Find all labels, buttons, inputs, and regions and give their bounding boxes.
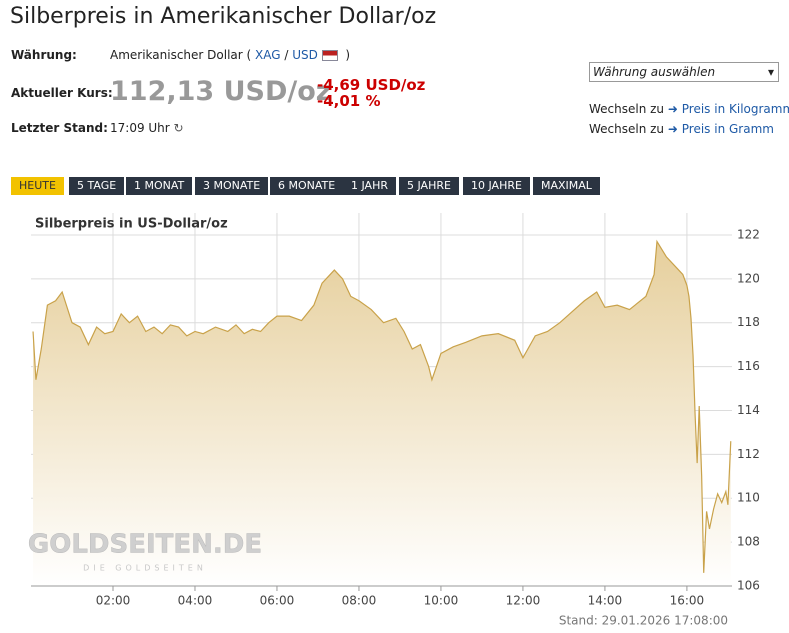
text: Wechseln zu xyxy=(589,122,665,136)
tab[interactable]: 5 JAHRE xyxy=(399,177,459,195)
tab[interactable]: HEUTE xyxy=(11,177,64,195)
arrow: ▾ xyxy=(767,65,774,79)
y-tick-label: 120 xyxy=(737,271,760,285)
link[interactable]: XAG xyxy=(255,48,281,62)
change-pct: -4,01 % xyxy=(317,92,381,110)
text: ) xyxy=(345,48,351,62)
tab[interactable]: 10 JAHRE xyxy=(463,177,530,195)
x-tick-label: 10:00 xyxy=(424,594,459,608)
area xyxy=(33,241,731,586)
label: Währung: xyxy=(11,48,77,62)
y-tick-label: 114 xyxy=(737,403,760,417)
icon: ➜ xyxy=(667,102,678,116)
x-tick-label: 08:00 xyxy=(342,594,377,608)
currency-select[interactable]: Währung auswählen ▾ xyxy=(589,62,779,82)
page-title: Silberpreis in Amerikanischer Dollar/oz xyxy=(10,4,437,29)
text: Wechseln zu xyxy=(589,102,665,116)
currency: Amerikanischer Dollar ( XAG / USD ) xyxy=(110,48,350,62)
watermark-sub: DIE GOLDSEITEN xyxy=(83,564,207,573)
change-abs: -4,69 USD/oz xyxy=(317,76,426,94)
watermark: GOLDSEITEN.DE xyxy=(28,530,262,560)
footer: Stand: 29.01.2026 17:08:00 xyxy=(559,614,728,628)
tab[interactable]: 1 MONAT xyxy=(126,177,193,195)
tab[interactable]: MAXIMAL xyxy=(533,177,600,195)
tab[interactable]: 1 JAHR xyxy=(343,177,396,195)
x-tick-label: 12:00 xyxy=(506,594,541,608)
refresh-icon[interactable]: ↻ xyxy=(173,121,184,135)
x-tick-label: 02:00 xyxy=(96,594,131,608)
switch: Wechseln zu ➜ Preis in Kilogramm xyxy=(589,102,789,116)
text: Amerikanischer Dollar ( xyxy=(110,48,252,62)
text: 17:09 Uhr xyxy=(110,121,170,135)
tab[interactable]: 6 MONATE xyxy=(270,177,344,195)
y-tick-label: 122 xyxy=(737,227,760,241)
y-tick-label: 110 xyxy=(737,491,760,505)
x-tick-label: 04:00 xyxy=(178,594,213,608)
icon: ➜ xyxy=(667,122,678,136)
text: Währung auswählen xyxy=(593,65,716,79)
link[interactable]: Preis in Kilogramm xyxy=(681,102,789,116)
x-tick-label: 16:00 xyxy=(670,594,705,608)
x-tick-label: 14:00 xyxy=(588,594,623,608)
label: Letzter Stand: xyxy=(11,121,108,135)
line xyxy=(32,239,732,573)
y-tick-label: 118 xyxy=(737,315,760,329)
y-tick-label: 106 xyxy=(737,579,760,593)
y-tick-label: 112 xyxy=(737,447,760,461)
link[interactable]: Preis in Gramm xyxy=(681,122,774,136)
tab[interactable]: 3 MONATE xyxy=(195,177,269,195)
tab[interactable]: 5 TAGE xyxy=(69,177,125,195)
x-tick-label: 06:00 xyxy=(260,594,295,608)
label: Aktueller Kurs: xyxy=(11,86,113,100)
time: 17:09 Uhr ↻ xyxy=(110,121,184,135)
rate: 112,13 USD/oz xyxy=(110,76,332,107)
text: / xyxy=(284,48,289,62)
switch: Wechseln zu ➜ Preis in Gramm xyxy=(589,122,774,136)
flag-icon xyxy=(321,50,338,61)
y-tick-label: 116 xyxy=(737,359,760,373)
y-tick-label: 108 xyxy=(737,535,760,549)
chart-title: Silberpreis in US-Dollar/oz xyxy=(35,217,228,232)
link[interactable]: USD xyxy=(292,48,318,62)
